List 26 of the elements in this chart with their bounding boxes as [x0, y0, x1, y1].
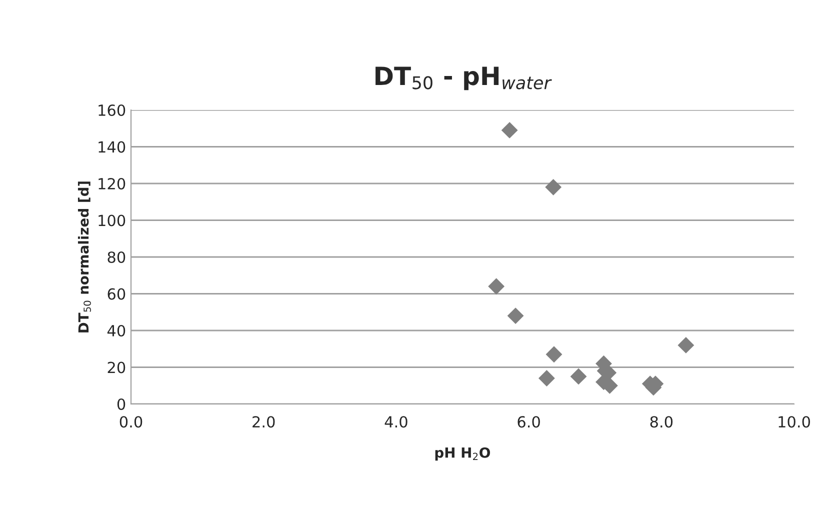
y-axis-title: DT$_{50}$ normalized [d] [78, 182, 91, 332]
y-tick-label: 80 [108, 251, 126, 264]
point [507, 308, 524, 324]
y-tick-label: 0 [117, 398, 126, 410]
y-tick-label: 40 [107, 324, 126, 337]
y-tick-label: 100 [98, 214, 126, 226]
point [538, 370, 555, 386]
y-tick-label: 120 [98, 178, 126, 190]
y-tick-label: 20 [108, 362, 126, 374]
chart-title: DT$_{50}$ - pH$_{water}$ [376, 66, 552, 90]
point [545, 178, 562, 196]
x-tick-label: 0.0 [120, 416, 142, 428]
point [501, 122, 518, 138]
y-tick-label: 160 [98, 104, 126, 116]
x-tick-label: 6.0 [518, 416, 540, 428]
point [678, 336, 694, 354]
y-tick-label: 140 [98, 141, 126, 153]
x-tick-label: 8.0 [650, 416, 673, 428]
x-tick-label: 10.0 [778, 416, 810, 428]
x-tick-label: 2.0 [252, 416, 275, 428]
point [546, 346, 562, 363]
x-tick-label: 4.0 [384, 416, 408, 428]
y-tick-label: 60 [108, 288, 126, 300]
x-axis-title: pH H$_{2}$O [435, 447, 490, 461]
point [570, 368, 587, 385]
point [488, 278, 505, 295]
